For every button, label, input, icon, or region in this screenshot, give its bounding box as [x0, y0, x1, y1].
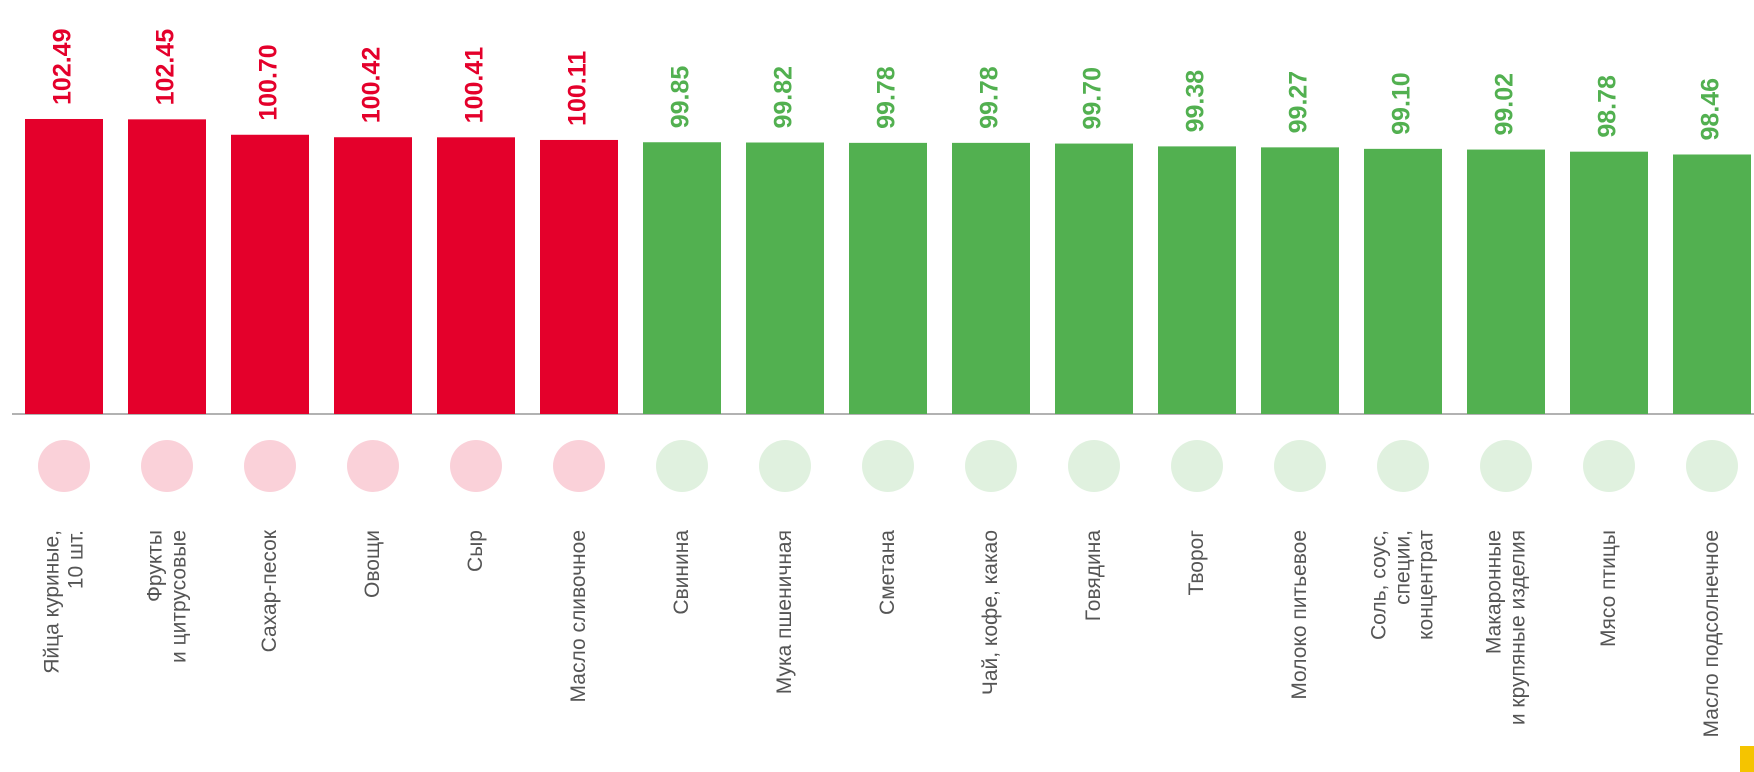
bar: [231, 135, 309, 414]
bar: [1364, 149, 1442, 414]
bar: [1673, 154, 1751, 414]
value-label: 99.78: [976, 66, 1004, 129]
category-label: Говядина: [1082, 530, 1106, 621]
value-label: 99.78: [873, 66, 901, 129]
category-label: Яйца куриные, 10 шт.: [40, 530, 87, 674]
category-label: Масло сливочное: [567, 530, 591, 702]
category-icon: [1171, 440, 1223, 492]
category-label: Мука пшеничная: [773, 530, 797, 694]
value-label: 99.27: [1285, 71, 1313, 134]
category-label: Чай, кофе, какао: [979, 530, 1003, 695]
bar: [1261, 147, 1339, 414]
category-icon: [759, 440, 811, 492]
category-label: Сметана: [876, 530, 900, 615]
bar: [1055, 144, 1133, 414]
category-label: Макаронные и крупяные изделия: [1482, 530, 1529, 725]
value-label: 102.49: [49, 29, 77, 105]
value-label: 98.78: [1594, 75, 1622, 138]
value-label: 99.38: [1182, 70, 1210, 133]
bar: [128, 119, 206, 414]
value-label: 99.10: [1388, 72, 1416, 135]
category-icon: [141, 440, 193, 492]
category-label: Сыр: [464, 530, 488, 572]
category-label: Мясо птицы: [1597, 530, 1621, 647]
category-icon: [38, 440, 90, 492]
category-label: Свинина: [670, 530, 694, 615]
value-label: 100.70: [255, 44, 283, 120]
bar: [746, 143, 824, 414]
category-label: Соль, соус, специи, концентрат: [1368, 530, 1439, 640]
bar: [952, 143, 1030, 414]
category-icon: [862, 440, 914, 492]
bar: [1570, 152, 1648, 414]
category-label: Молоко питьевое: [1288, 530, 1312, 700]
category-icon: [553, 440, 605, 492]
bar: [1158, 146, 1236, 414]
category-label: Масло подсолнечное: [1700, 530, 1724, 737]
value-label: 99.70: [1079, 67, 1107, 130]
category-label: Овощи: [361, 530, 385, 598]
category-label: Сахар-песок: [258, 530, 282, 652]
category-icon: [1583, 440, 1635, 492]
chart: 102.49 102.45 100.70 100.42 100.41 100.11 99.8…: [0, 0, 1754, 772]
category-icon: [656, 440, 708, 492]
bar: [849, 143, 927, 414]
value-label: 99.82: [770, 66, 798, 129]
value-label: 102.45: [152, 29, 180, 106]
value-label: 99.02: [1491, 73, 1519, 136]
category-icon: [1686, 440, 1738, 492]
value-label: 99.85: [667, 66, 695, 129]
bar: [540, 140, 618, 414]
category-icon: [1068, 440, 1120, 492]
category-label: Фрукты и цитрусовые: [143, 530, 190, 663]
category-icon: [965, 440, 1017, 492]
bar: [437, 137, 515, 414]
value-label: 100.41: [461, 47, 489, 124]
category-icon: [450, 440, 502, 492]
bar: [25, 119, 103, 414]
bar: [1467, 150, 1545, 414]
corner-marker: [1740, 746, 1754, 772]
category-label: Творог: [1185, 530, 1209, 596]
bar: [334, 137, 412, 414]
category-icon: [244, 440, 296, 492]
category-icon: [347, 440, 399, 492]
value-label: 98.46: [1697, 78, 1725, 141]
category-icon: [1480, 440, 1532, 492]
value-label: 100.11: [564, 51, 592, 126]
value-label: 100.42: [358, 47, 386, 123]
category-icon: [1377, 440, 1429, 492]
category-icon: [1274, 440, 1326, 492]
bar: [643, 142, 721, 414]
